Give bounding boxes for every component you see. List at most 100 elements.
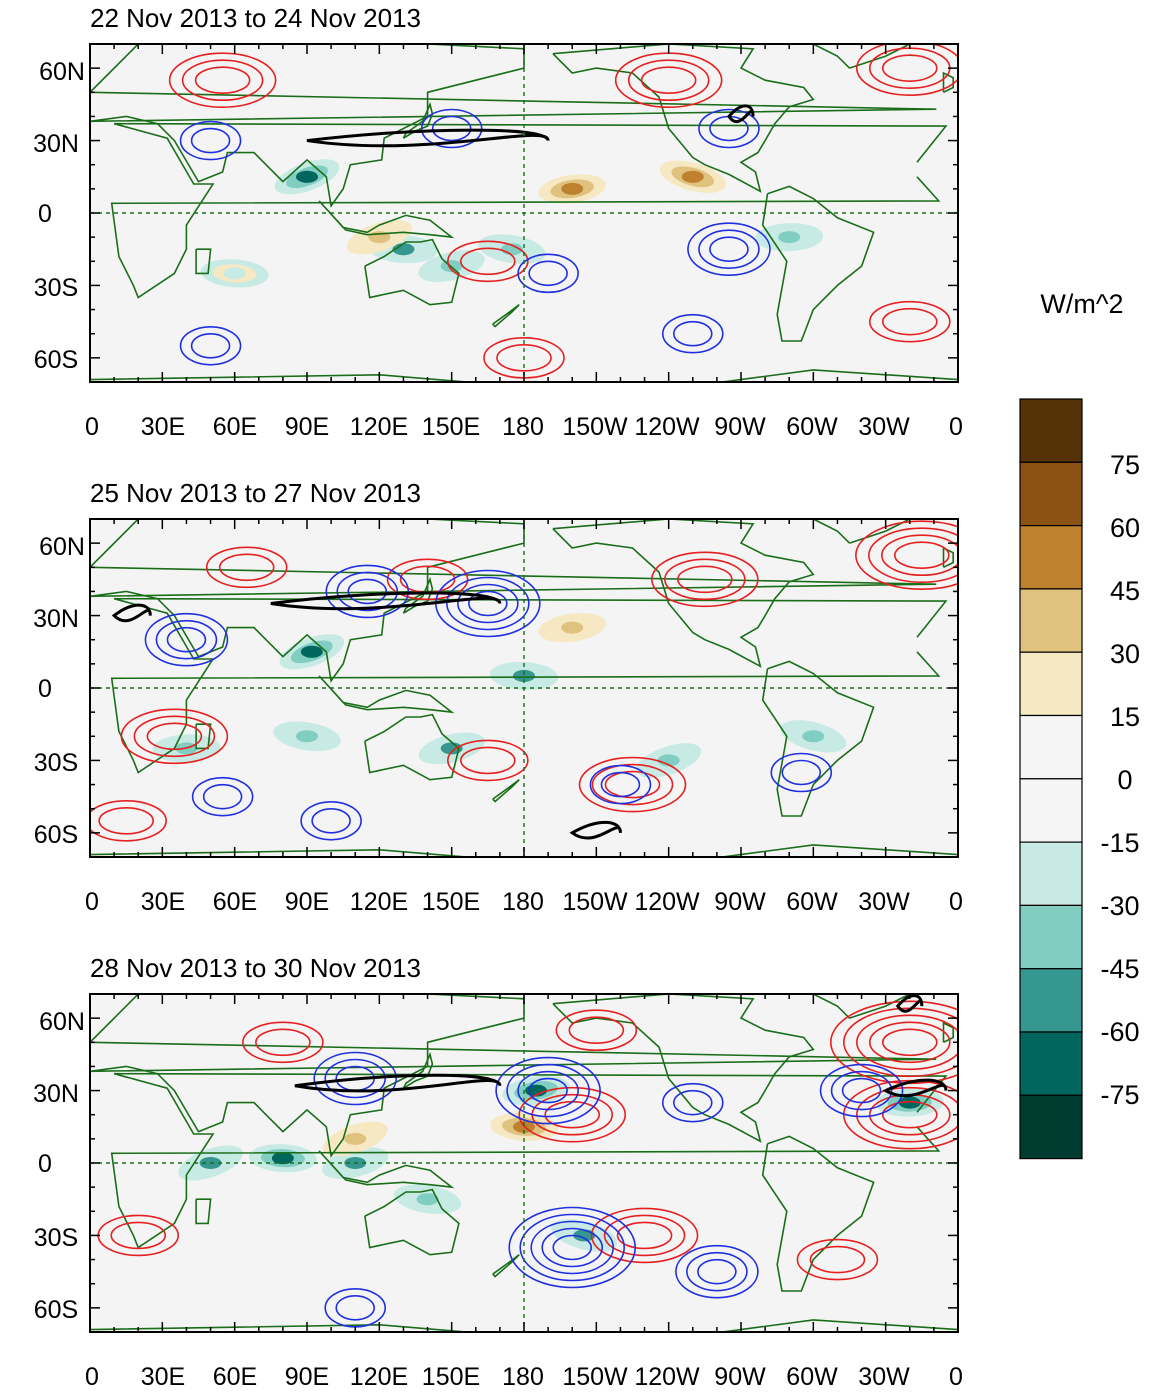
shading-patch-core <box>271 1152 294 1165</box>
coastline <box>195 1198 212 1225</box>
negative-contour <box>179 325 242 366</box>
negative-contour <box>517 1070 579 1111</box>
negative-contour <box>672 1089 713 1116</box>
lon-label: 90E <box>285 1363 329 1391</box>
lon-label: 0 <box>85 888 99 916</box>
colorbar-box <box>1019 1094 1083 1160</box>
colorbar-box <box>1019 524 1083 590</box>
positive-contour <box>518 1086 627 1143</box>
colorbar-box <box>1019 841 1083 906</box>
negative-contour <box>324 1288 387 1328</box>
lon-label: 30W <box>858 413 910 441</box>
lon-label: 120W <box>634 888 700 916</box>
lat-labels-2: 60N 30N 0 30S 60S <box>33 533 85 849</box>
jet-contour <box>727 104 755 124</box>
negative-contour <box>530 1220 615 1275</box>
colorbar-boxes <box>1019 398 1083 1160</box>
negative-contour <box>709 236 749 263</box>
positive-contour <box>218 553 275 582</box>
positive-contour <box>881 307 938 336</box>
negative-contour <box>552 1234 593 1261</box>
positive-contour <box>460 746 516 775</box>
negative-contour <box>190 332 231 359</box>
jet-contour <box>270 591 502 611</box>
shading-patch-core <box>898 1096 921 1109</box>
shading-patch-core <box>392 243 415 256</box>
lat-labels-3: 60N 30N 0 30S 60S <box>33 1008 85 1324</box>
negative-contour <box>675 1244 759 1299</box>
lon-label: 90W <box>714 1363 766 1391</box>
coastline <box>492 304 520 328</box>
colorbar-tick-label: -30 <box>1100 891 1139 921</box>
lon-label: 150E <box>422 1363 480 1391</box>
lat-label: 60S <box>34 346 78 374</box>
shading-patch-core <box>561 621 584 634</box>
colorbar-box <box>1019 461 1083 527</box>
negative-contour <box>508 1206 637 1289</box>
negative-contour <box>431 115 472 142</box>
negative-contour <box>335 1295 376 1321</box>
coastline <box>492 779 520 803</box>
colorbar-tick-label: 60 <box>1110 513 1140 543</box>
lon-label: 90W <box>714 413 766 441</box>
coastline <box>364 1188 460 1256</box>
coastline <box>812 44 911 69</box>
lat-label: 0 <box>38 1150 52 1178</box>
negative-contour <box>528 260 568 287</box>
positive-contour <box>855 520 958 591</box>
shading-patch-core <box>296 730 318 743</box>
colorbar-tick-label: -15 <box>1100 828 1139 858</box>
negative-contour <box>311 807 351 834</box>
map-panel-3: 28 Nov 2013 to 30 Nov 2013 60N 30N 0 30S… <box>33 953 963 1391</box>
positive-contour <box>855 44 958 96</box>
positive-contour <box>604 770 661 799</box>
coastline <box>318 200 455 239</box>
positive-contour <box>568 1016 625 1045</box>
positive-contour <box>894 541 950 570</box>
coastline <box>761 185 875 342</box>
positive-contour <box>868 1021 951 1064</box>
lon-label: 120E <box>350 888 408 916</box>
colorbar-units-label: W/m^2 <box>1040 289 1123 319</box>
colorbar-tick-label: -75 <box>1100 1080 1139 1110</box>
lon-label: 120E <box>350 1363 408 1391</box>
negative-contour <box>202 783 243 810</box>
negative-contour <box>517 253 579 294</box>
lon-label: 30E <box>141 888 185 916</box>
negative-contour <box>446 576 530 631</box>
colorbar-box <box>1019 714 1083 780</box>
lon-label: 90E <box>285 888 329 916</box>
shading-patch-core <box>525 1084 548 1097</box>
positive-contour <box>591 763 674 806</box>
negative-contour <box>519 1213 626 1282</box>
lat-labels-1: 60N 30N 0 30S 60S <box>33 58 85 374</box>
colorbar-tick-label: -60 <box>1100 1017 1139 1047</box>
jet-contour <box>569 820 622 840</box>
positive-contour <box>616 1221 673 1250</box>
shading-patch-core <box>681 170 704 183</box>
colorbar-labels: 75 60 45 30 15 0 -15 -30 -45 -60 -75 <box>1100 450 1140 1110</box>
negative-contour <box>661 313 724 354</box>
positive-contour <box>90 799 167 842</box>
positive-contour <box>133 715 216 758</box>
positive-contour <box>881 534 958 577</box>
lon-label: 150E <box>422 413 480 441</box>
colorbar-box <box>1019 1031 1083 1096</box>
negative-contour <box>313 1051 398 1106</box>
positive-contour <box>627 59 710 102</box>
positive-contour <box>881 54 938 82</box>
positive-contour <box>181 59 264 102</box>
tick-layer-3 <box>89 994 959 1332</box>
colorbar-box <box>1019 968 1083 1033</box>
negative-contour <box>457 583 519 624</box>
negative-contour <box>600 771 641 798</box>
lat-label: 0 <box>38 200 52 228</box>
lon-label: 0 <box>85 1363 99 1391</box>
panel-title-1: 22 Nov 2013 to 24 Nov 2013 <box>90 3 421 33</box>
shading-patch-core <box>657 754 680 767</box>
negative-contour <box>324 1058 387 1099</box>
positive-contour <box>460 247 516 276</box>
coastline <box>812 519 911 544</box>
shading-patch-core <box>802 730 825 743</box>
